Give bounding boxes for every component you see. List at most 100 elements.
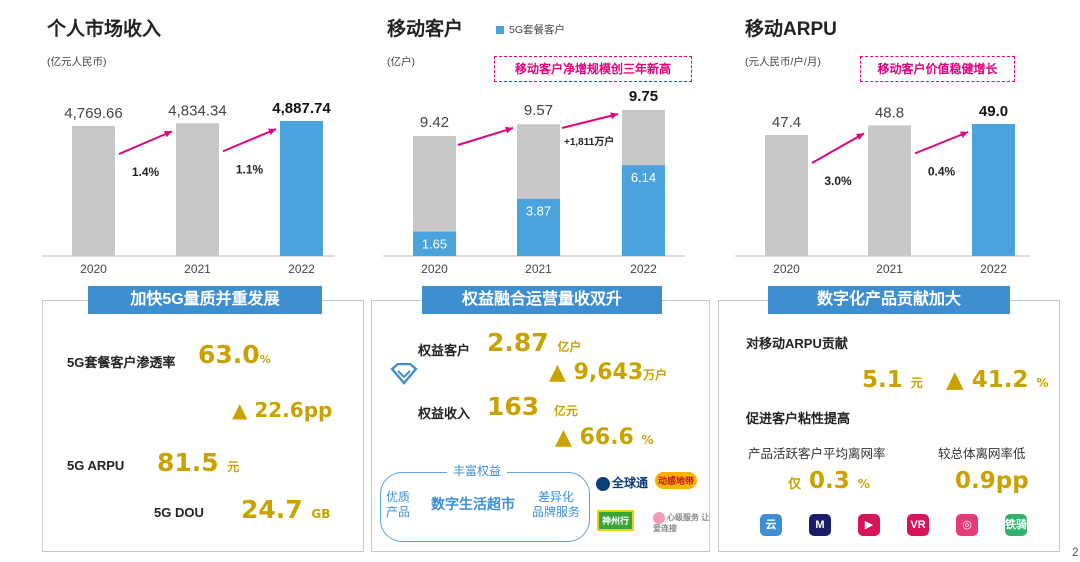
value-label-2021: 4,834.34	[168, 102, 226, 119]
penetration-number: 63.0	[198, 340, 260, 369]
benefit-revenue-value: 163 亿元	[487, 392, 578, 421]
arpu-contrib-label: 对移动ARPU贡献	[746, 336, 848, 351]
bar-2020	[765, 135, 808, 256]
tick-label-2022: 2022	[630, 262, 657, 276]
benefit-customers-number: 2.87	[487, 328, 549, 357]
quality-products-text: 优质 产品	[386, 490, 411, 519]
total-label-2020: 9.42	[420, 114, 449, 131]
bar-2020	[72, 126, 115, 256]
benefit-customers-value: 2.87 亿户	[487, 328, 581, 357]
quanqiutong-logo: 全球通	[596, 474, 648, 491]
chart3-title: 移动ARPU	[745, 19, 837, 40]
page-number: 2	[1072, 545, 1079, 559]
value-label-2022: 49.0	[979, 103, 1008, 120]
benefit-revenue-change-value: 66.6	[579, 425, 634, 450]
value-label-2022: 4,887.74	[272, 100, 331, 117]
growth-arrow-1-head	[268, 128, 276, 135]
growth-label-0: 3.0%	[824, 174, 852, 188]
churn-gap: 0.9pp	[955, 468, 1029, 494]
stickiness-label: 促进客户粘性提高	[746, 411, 851, 426]
video-ring-icon: ▶	[858, 514, 880, 536]
rich-benefits-text: 丰富权益	[447, 464, 508, 479]
up-triangle-icon: ▲	[549, 360, 574, 385]
digital-life-supermarket: 数字生活超市	[431, 496, 515, 512]
legend-swatch	[496, 26, 504, 35]
benefit-revenue-change-unit: %	[641, 433, 654, 447]
total-label-2021: 9.57	[524, 102, 553, 119]
bar-5g-2020	[413, 231, 456, 256]
tick-label-2020: 2020	[421, 262, 448, 276]
arpu-contrib-value: 5.1 元	[862, 367, 923, 393]
growth-label-1: 1.1%	[236, 162, 264, 176]
penetration-unit: %	[259, 353, 271, 366]
bar-2021	[868, 125, 911, 256]
tick-label-2022: 2022	[980, 262, 1007, 276]
cloud-app-icon: 云	[760, 514, 782, 536]
up-triangle-icon: ▲	[232, 398, 255, 422]
churn-label: 产品活跃客户平均离网率	[748, 447, 886, 461]
panel3-banner: 数字化产品贡献加大	[768, 286, 1010, 314]
benefit-customers-change-value: 9,643	[573, 360, 644, 385]
growth-label-1: 0.4%	[928, 164, 956, 178]
chart3-callout: 移动客户价值稳健增长	[860, 56, 1015, 82]
dou-unit: GB	[311, 507, 331, 521]
value-label-2020: 4,769.66	[64, 105, 122, 122]
value-label-2021: 48.8	[875, 104, 904, 121]
growth-arrow-1-head	[610, 112, 618, 120]
globe-icon	[596, 476, 610, 491]
tick-label-2020: 2020	[80, 262, 107, 276]
arpu-contrib-unit: 元	[910, 376, 923, 390]
panel1-banner: 加快5G量质并重发展	[88, 286, 322, 314]
growth-arrow-1	[222, 128, 277, 153]
diamond-icon	[390, 363, 418, 385]
benefit-revenue-number: 163	[487, 392, 540, 421]
vr-app-icon: VR	[907, 514, 929, 536]
shenzhouxing-logo: 神州行	[597, 510, 635, 531]
growth-arrow-0	[457, 127, 514, 146]
benefit-customers-change: ▲ 9,643万户	[549, 360, 667, 385]
up-triangle-icon: ▲	[555, 425, 580, 450]
game-app-icon: 铁骑	[1005, 514, 1027, 536]
heart-icon	[653, 512, 665, 524]
chart1-unit: (亿元人民币)	[47, 56, 107, 68]
chart2-title: 移动客户	[387, 19, 464, 40]
arpu-label: 5G ARPU	[67, 458, 125, 473]
dou-value: 24.7 GB	[241, 495, 330, 524]
growth-arrow-1-head	[960, 131, 968, 138]
benefit-revenue-change: ▲ 66.6 %	[555, 425, 654, 450]
arpu-contrib-change-value: 41.2	[971, 367, 1029, 393]
growth-label-0: 1.4%	[132, 165, 160, 179]
growth-arrow-1	[561, 113, 619, 129]
chart1-title: 个人市场收入	[47, 19, 162, 40]
growth-arrow-0-head	[856, 133, 864, 140]
benefit-revenue-unit: 亿元	[553, 404, 578, 418]
benefit-customers-change-unit: 万户	[643, 368, 668, 382]
penetration-label: 5G套餐客户渗透率	[67, 355, 176, 370]
5g-label-2021: 3.87	[526, 204, 551, 219]
growth-arrow-1	[914, 131, 969, 155]
chart2-callout: 移动客户净增规模创三年新高	[494, 56, 692, 82]
ringtone-app-icon: ◎	[956, 514, 978, 536]
arpu-unit: 元	[227, 460, 240, 474]
tick-label-2022: 2022	[288, 262, 315, 276]
quanqiutong-text: 全球通	[612, 476, 649, 490]
churn-number: 0.3	[809, 468, 850, 494]
dou-number: 24.7	[241, 495, 303, 524]
growth-arrow-0	[118, 130, 173, 155]
arpu-contrib-number: 5.1	[862, 367, 903, 393]
chart2-legend: 5G套餐客户	[496, 22, 565, 37]
arpu-value: 81.5 元	[157, 448, 239, 477]
up-triangle-icon: ▲	[946, 367, 972, 393]
growth-arrow-0-head	[164, 130, 172, 138]
churn-compare-label: 较总体离网率低	[938, 447, 1026, 461]
benefit-revenue-label: 权益收入	[418, 406, 471, 421]
dou-label: 5G DOU	[154, 505, 204, 520]
bar-5g-2021	[517, 198, 560, 256]
growth-arrow-0	[811, 132, 865, 164]
arpu-number: 81.5	[157, 448, 219, 477]
value-label-2020: 47.4	[772, 114, 801, 131]
dongganddidai-logo: 动感地带	[655, 472, 698, 489]
bar-2022	[280, 121, 323, 256]
brand-service-text: 差异化 品牌服务	[532, 490, 581, 519]
